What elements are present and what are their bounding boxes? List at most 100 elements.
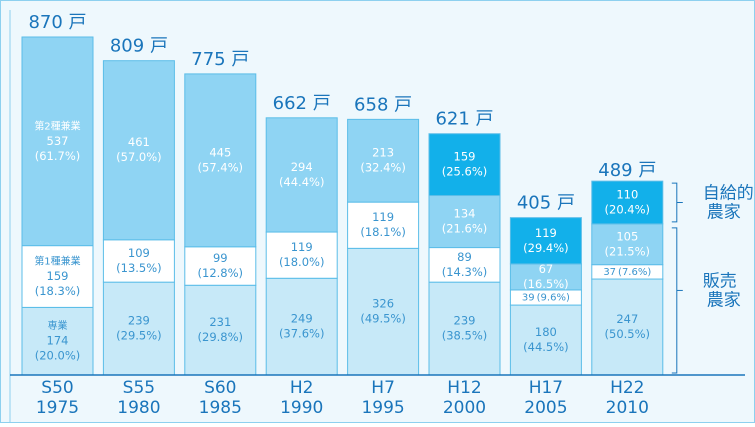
segment-label: 239 [454,314,476,328]
segment-label: (12.8%) [198,266,244,280]
segment-label: 119 [291,240,313,254]
segment-label: 159 [454,150,476,164]
x-tick-label: 2000 [443,398,486,418]
total-label: 662 戸 [273,93,331,114]
segment-label: 37 (7.6%) [603,267,651,278]
segment-label: (29.8%) [198,330,244,344]
total-label: 658 戸 [354,94,412,115]
bar-segment [428,133,501,197]
bar-segment [21,306,94,376]
x-tick-label: H2 [290,378,314,398]
segment-label: (18.0%) [279,255,325,269]
bar-segment [428,195,501,249]
segment-label: (57.4%) [198,160,244,174]
bar-segment [265,277,338,376]
segment-label: (25.6%) [442,165,488,179]
segment-label: (18.3%) [35,284,81,298]
bar-segment [102,281,175,376]
bar-segment [347,201,420,249]
segment-label: 294 [291,160,313,174]
segment-label: 105 [616,229,638,243]
segment-label: 239 [128,314,150,328]
total-label: 405 戸 [517,193,575,214]
bar-segment [509,217,582,265]
bar-segment [184,284,257,376]
bar-segment [102,239,175,283]
segment-label: (49.5%) [360,312,406,326]
segment-label: 231 [209,315,231,329]
total-label: 809 戸 [110,36,168,57]
segment-label: 第1種兼業 [34,255,80,268]
bar-segment [265,117,338,233]
segment-label: (44.4%) [279,175,325,189]
total-label: 489 戸 [598,160,656,181]
segment-label: 第2種兼業 [34,119,80,132]
segment-label: (14.3%) [442,265,488,279]
segment-label: 174 [47,334,69,348]
annotation: 農家 [707,203,741,223]
annotation: 販売 [703,271,737,291]
segment-label: (21.6%) [442,222,488,236]
segment-label: (37.6%) [279,327,325,341]
bar-segment [265,231,338,279]
segment-label-part: 37 [603,267,616,278]
segment-label: 109 [128,246,150,260]
segment-label: (13.5%) [116,261,162,275]
bar-segment [591,223,664,266]
segment-label: 247 [616,312,638,326]
bar-segment [184,73,257,248]
x-tick-label: H22 [610,378,644,398]
segment-label: 537 [47,134,69,148]
segment-label: 445 [209,145,231,159]
x-tick-label: 2005 [524,398,567,418]
total-label: 870 戸 [28,12,86,33]
segment-label: 249 [291,312,313,326]
x-tick-label: H12 [447,378,481,398]
bar-segment [184,246,257,286]
bracket [671,227,678,374]
segment-label: (38.5%) [442,329,488,343]
x-tick-label: H7 [371,378,395,398]
segment-label: (18.1%) [360,225,406,239]
x-tick-label: S55 [123,378,155,398]
segment-label-part: 39 [522,292,535,303]
x-tick-label: S60 [204,378,236,398]
annotation: 農家 [707,290,741,310]
segment-label: 180 [535,325,557,339]
segment-label: (29.5%) [116,329,162,343]
segment-label: 119 [372,210,394,224]
segment-label: 89 [457,250,472,264]
x-tick-label: 2010 [606,398,649,418]
total-label: 775 戸 [191,49,249,70]
segment-label: 213 [372,146,394,160]
x-tick-label: 1985 [199,398,242,418]
segment-label: (61.7%) [35,149,81,163]
segment-label: (50.5%) [605,327,651,341]
x-tick-label: 1980 [117,398,160,418]
x-tick-label: H17 [529,378,563,398]
x-tick-label: 1990 [280,398,323,418]
segment-label-part: (7.6%) [618,267,651,278]
segment-label: 99 [213,251,228,265]
segment-label: (44.5%) [523,340,569,354]
segment-label: 159 [47,269,69,283]
segment-label: 461 [128,135,150,149]
segment-label: 134 [454,207,476,221]
bar-segment [509,263,582,291]
segment-label: 39 (9.6%) [522,292,570,303]
segment-label: 専業 [48,319,68,332]
bar-segment [428,247,501,283]
total-label: 621 戸 [435,109,493,130]
segment-label-part: (9.6%) [537,292,570,303]
bar-segment [21,36,94,247]
bar-segment [102,60,175,241]
bar-segment [347,247,420,376]
x-tick-label: 1975 [36,398,79,418]
segment-label: (57.0%) [116,150,162,164]
x-tick-label: S50 [41,378,73,398]
segment-label: (29.4%) [523,241,569,255]
segment-label: (20.4%) [605,203,651,217]
segment-label: (21.5%) [605,244,651,258]
x-tick-label: 1995 [361,398,404,418]
